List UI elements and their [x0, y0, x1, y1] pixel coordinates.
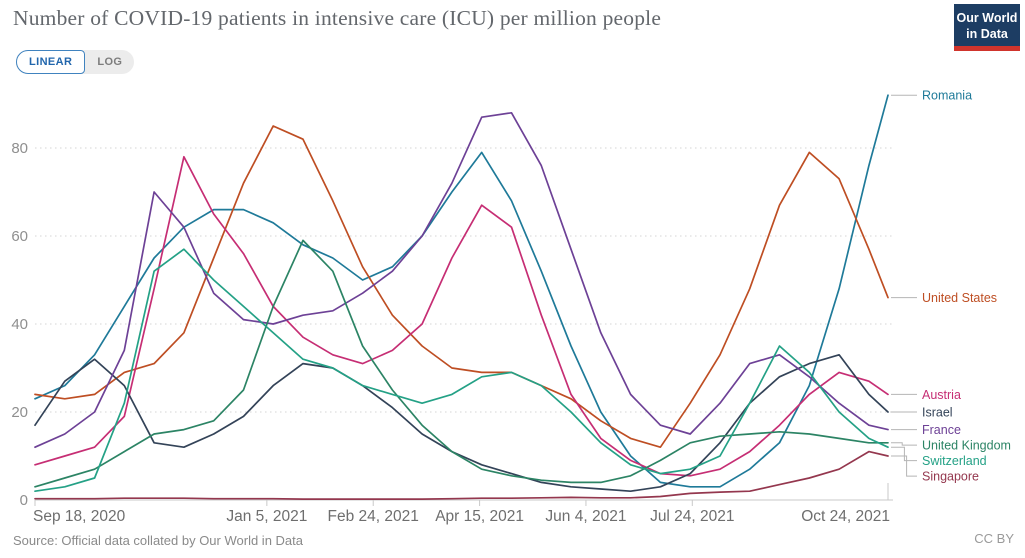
series-line-united-states[interactable] [34, 125, 889, 449]
owid-logo-stripe [954, 46, 1020, 51]
series-line-austria[interactable] [34, 155, 889, 477]
x-tick-label: Oct 24, 2021 [801, 508, 890, 525]
log-scale-button[interactable]: LOG [97, 56, 123, 68]
x-tick-label: Sep 18, 2020 [33, 508, 126, 525]
x-tick-label: Apr 15, 2021 [435, 508, 524, 525]
legend-leader-line [891, 446, 917, 462]
x-tick-label: Jul 24, 2021 [650, 508, 734, 525]
x-tick-label: Jun 4, 2021 [545, 508, 626, 525]
legend-label-austria[interactable]: Austria [922, 388, 961, 402]
owid-logo[interactable]: Our World in Data [954, 4, 1020, 51]
legend-label-france[interactable]: France [922, 423, 961, 437]
y-tick-label: 80 [11, 140, 28, 157]
series-line-singapore[interactable] [34, 450, 889, 500]
series-line-switzerland[interactable] [34, 248, 889, 493]
x-tick-label: Feb 24, 2021 [328, 508, 419, 525]
legend-label-switzerland[interactable]: Switzerland [922, 454, 987, 468]
x-tick-label: Jan 5, 2021 [226, 508, 307, 525]
legend-label-israel[interactable]: Israel [922, 406, 953, 420]
license-label[interactable]: CC BY [974, 531, 1014, 546]
legend-label-united-states[interactable]: United States [922, 291, 997, 305]
legend-label-singapore[interactable]: Singapore [922, 470, 979, 484]
owid-logo-line1: Our World [956, 11, 1018, 25]
series-line-israel[interactable] [34, 353, 889, 493]
series-line-united-kingdom[interactable] [34, 239, 889, 488]
legend-leader-line [891, 442, 917, 446]
y-tick-label: 40 [11, 316, 28, 333]
legend-label-united-kingdom[interactable]: United Kingdom [922, 439, 1011, 453]
series-line-france[interactable] [34, 111, 889, 449]
owid-logo-line2: in Data [966, 27, 1008, 41]
y-tick-label: 0 [20, 492, 28, 509]
linear-scale-button[interactable]: LINEAR [16, 50, 86, 74]
legend-label-romania[interactable]: Romania [922, 89, 972, 103]
series-line-romania[interactable] [34, 94, 889, 488]
scale-toggle: LINEAR LOG [16, 50, 135, 74]
y-tick-label: 60 [11, 228, 28, 245]
source-note: Source: Official data collated by Our Wo… [13, 533, 303, 548]
y-tick-label: 20 [11, 404, 28, 421]
chart-title: Number of COVID-19 patients in intensive… [13, 6, 662, 30]
legend-leader-line [891, 455, 917, 477]
